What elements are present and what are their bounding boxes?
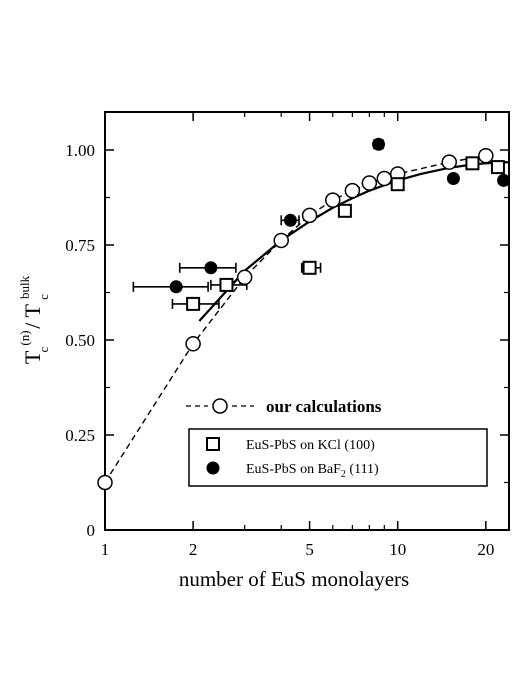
x-tick-label-3: 10 — [389, 540, 406, 559]
kcl-point-4 — [390, 177, 405, 192]
calc-point-7 — [361, 175, 378, 191]
y-tick-label-3: 0.75 — [65, 236, 95, 255]
y-label-t1: T — [20, 350, 45, 364]
baf-point-5 — [497, 173, 511, 187]
calc-point-11 — [478, 147, 494, 164]
kcl-point-0 — [186, 296, 201, 311]
x-axis-label: number of EuS monolayers — [179, 567, 409, 591]
baf-point-3 — [372, 137, 386, 151]
calc-point-8 — [376, 170, 393, 187]
baf-point-2 — [283, 213, 297, 227]
svg-text:T (n) c /: T (n) c / T bulk c — [16, 272, 52, 364]
calc-point-0 — [97, 474, 113, 491]
kcl-point-1 — [219, 277, 234, 292]
y-label-slash: / — [20, 317, 45, 328]
y-tick-label-4: 1.00 — [65, 141, 95, 160]
y-label-sup2: bulk — [17, 275, 32, 299]
x-tick-label-1: 2 — [189, 540, 198, 559]
calc-point-3 — [273, 232, 289, 249]
kcl-point-2 — [302, 260, 317, 275]
legend-square-marker — [206, 437, 220, 451]
plot-frame-group — [104, 111, 510, 531]
baf-point-4 — [446, 172, 460, 185]
x-tick-label-0: 1 — [101, 540, 110, 559]
calc-point-1 — [185, 336, 201, 352]
kcl-point-6 — [490, 160, 505, 175]
legend-calculations: our calculations — [186, 397, 382, 416]
y-label-sub2: c — [36, 294, 51, 300]
x-tick-label-4: 20 — [477, 540, 494, 559]
calc-point-2 — [236, 269, 253, 286]
kcl-point-5 — [465, 156, 480, 171]
calc-point-5 — [325, 192, 341, 208]
y-tick-label-2: 0.50 — [65, 331, 95, 350]
plot-frame — [104, 111, 510, 531]
legend-calc-label: our calculations — [266, 397, 382, 416]
legend-filled-marker — [206, 461, 220, 475]
calc-point-4 — [301, 207, 318, 224]
markers — [97, 137, 511, 491]
calc-point-6 — [344, 182, 361, 199]
y-tick-label-1: 0.25 — [65, 426, 95, 445]
y-label-t2: T — [20, 303, 45, 317]
axis-ticks: 1 2 5 10 20 0 0.25 0.50 0.75 1.00 — [65, 112, 509, 559]
legend-kcl-label: EuS-PbS on KCl (100) — [246, 438, 375, 453]
baf-point-1 — [204, 261, 218, 275]
y-tick-label-0: 0 — [87, 521, 96, 540]
legend-baf-label: EuS-PbS on BaF2 (111) — [246, 462, 379, 480]
y-label-sub1: c — [36, 346, 51, 352]
y-axis-label: T (n) c / T bulk c — [16, 272, 52, 364]
legend-baf-sub: 2 — [341, 469, 346, 480]
legend-baf-name: EuS-PbS on BaF — [246, 462, 341, 477]
x-tick-label-2: 5 — [305, 540, 314, 559]
baf-point-0 — [169, 280, 183, 294]
legend-frame — [188, 428, 488, 487]
legend-calc-marker — [212, 398, 228, 414]
calc-point-10 — [441, 154, 458, 170]
legend-baf-rest: (111) — [346, 462, 379, 477]
y-label-sup1: (n) — [17, 330, 32, 345]
legend-box: EuS-PbS on KCl (100) EuS-PbS on BaF2 (11… — [188, 428, 488, 487]
calculation-dashed-line — [104, 155, 486, 483]
kcl-point-3 — [337, 203, 352, 218]
